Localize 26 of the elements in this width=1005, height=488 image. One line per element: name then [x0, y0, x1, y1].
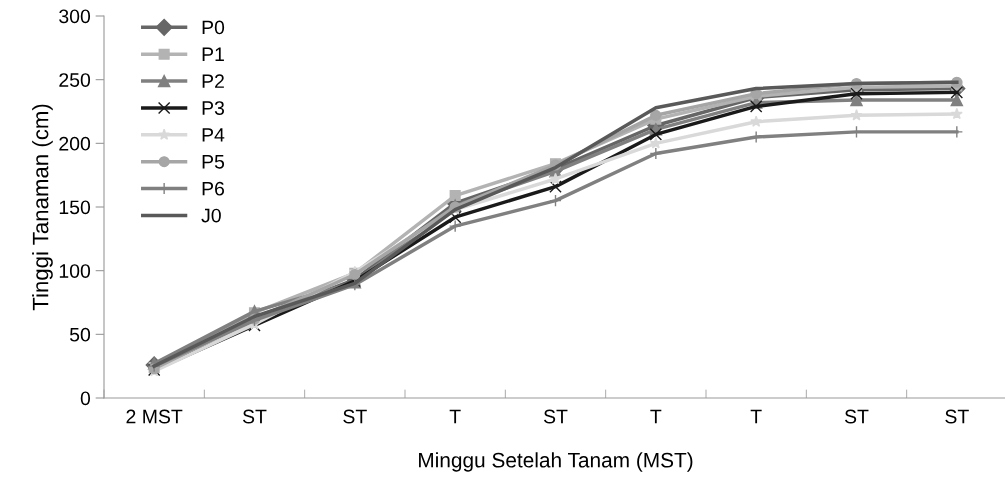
legend-label: J0 [201, 208, 221, 223]
x-tick-label: T [650, 409, 662, 424]
y-tick-label: 0 [80, 391, 91, 406]
y-tick-label: 50 [69, 327, 91, 342]
legend-label: P6 [202, 181, 225, 196]
y-tick-label: 100 [59, 264, 91, 278]
x-tick-label: ST [343, 409, 367, 424]
legend-label: P5 [202, 155, 225, 169]
x-tick-label: ST [945, 409, 969, 424]
y-tick-label: 300 [59, 9, 91, 24]
legend-label: P2 [202, 74, 224, 88]
legend-label: P0 [202, 20, 225, 35]
x-tick-label: ST [543, 409, 568, 424]
legend-label: P3 [202, 101, 225, 115]
y-tick-label: 150 [59, 200, 91, 215]
x-tick-label: ST [242, 409, 267, 424]
x-axis-title: Minggu Setelah Tanam (MST) [419, 452, 693, 472]
x-tick-label: T [750, 409, 762, 424]
y-axis-title: Tinggi Tanaman (cm) [32, 104, 53, 311]
x-tick-label: 2 MST [126, 409, 183, 424]
y-tick-label: 200 [59, 136, 91, 151]
legend-label: P1 [202, 47, 224, 61]
legend-label: P4 [202, 128, 225, 142]
x-tick-label: ST [844, 409, 869, 424]
x-tick-label: T [449, 409, 461, 424]
y-tick-label: 250 [59, 73, 91, 87]
